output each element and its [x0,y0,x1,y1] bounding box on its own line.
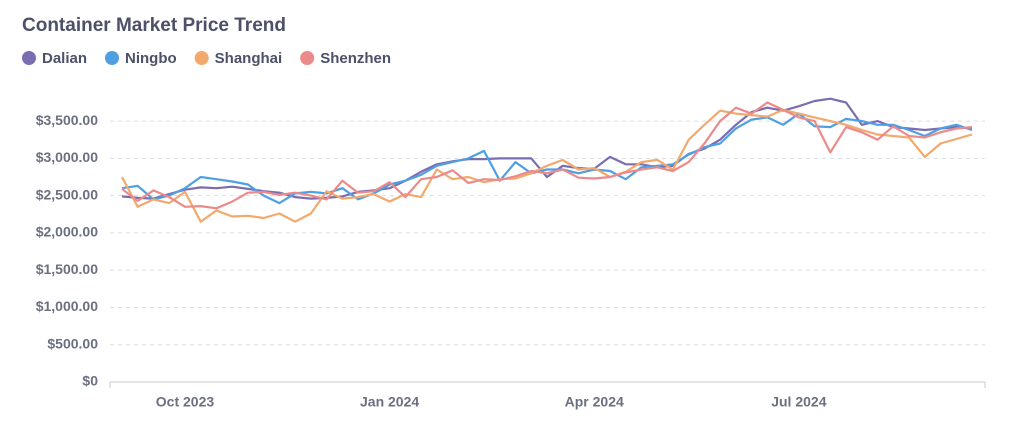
x-tick-label: Apr 2024 [565,394,624,410]
series-line [121,108,973,223]
y-tick-label: $500.00 [47,335,98,351]
legend-label: Shenzhen [320,50,391,67]
y-tick-label: $0 [82,373,98,389]
legend-label: Dalian [42,50,87,67]
legend-marker [300,51,315,65]
y-tick-label: $2,000.00 [36,224,98,240]
x-tick-label: Jan 2024 [360,394,419,410]
legend-label: Shanghai [215,50,283,67]
x-tick-label: Oct 2023 [156,394,215,410]
legend-marker [105,51,120,65]
y-tick-label: $2,500.00 [36,186,98,202]
series-line [121,101,973,210]
series-line [121,97,973,200]
legend-label: Ningbo [125,50,177,67]
y-tick-label: $3,000.00 [36,149,98,165]
y-tick-label: $1,500.00 [36,261,98,277]
legend-marker [194,51,209,65]
series-line [121,112,973,205]
y-tick-label: $1,000.00 [36,298,98,314]
x-tick-label: Jul 2024 [771,394,826,410]
chart-title: Container Market Price Trend [22,15,286,36]
y-tick-label: $3,500.00 [36,112,98,128]
legend-marker [22,51,36,65]
